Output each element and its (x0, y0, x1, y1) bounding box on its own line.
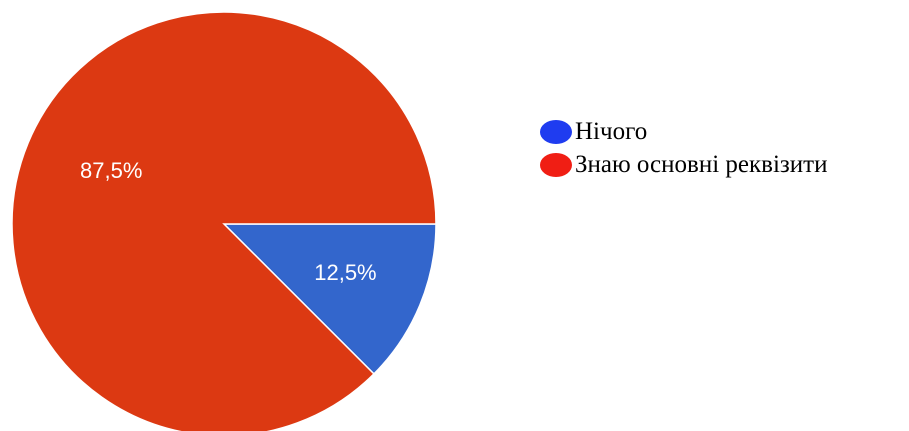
pie-labels: 12,5% 87,5% (80, 158, 377, 285)
legend-swatch-nothing (540, 120, 572, 144)
pie-slices (11, 11, 437, 431)
pie-slice-nothing (222, 223, 437, 375)
legend-item-know-basic-requisites: Знаю основні реквізити (540, 150, 827, 180)
legend-label-nothing: Нічого (575, 118, 648, 145)
pie-slice-know-basic-requisites (11, 11, 437, 431)
legend-label-know-basic-requisites: Знаю основні реквізити (575, 151, 828, 178)
legend-swatch-know-basic-requisites (540, 153, 572, 177)
pie-label-know-basic-requisites: 87,5% (80, 158, 142, 183)
legend-item-nothing: Нічого (540, 117, 827, 147)
pie-label-nothing: 12,5% (314, 260, 376, 285)
chart-legend: Нічого Знаю основні реквізити (540, 117, 827, 183)
